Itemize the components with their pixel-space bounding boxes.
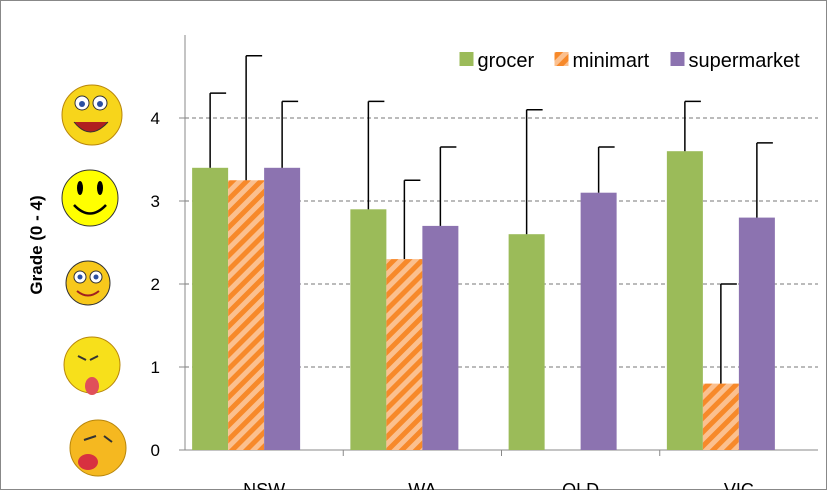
legend-label: grocer bbox=[478, 50, 535, 72]
bar bbox=[386, 259, 423, 450]
legend-swatch bbox=[459, 52, 474, 66]
bar bbox=[738, 217, 775, 450]
x-tick-label: WA bbox=[408, 480, 436, 490]
bar bbox=[508, 234, 545, 450]
legend-swatch bbox=[670, 52, 685, 66]
legend-swatch bbox=[554, 52, 569, 66]
legend-label: minimart bbox=[573, 50, 650, 72]
y-axis-label: Grade (0 - 4) bbox=[27, 195, 46, 294]
bar bbox=[350, 209, 387, 450]
bar bbox=[702, 383, 739, 450]
y-tick-label: 0 bbox=[151, 441, 160, 460]
y-tick-label: 2 bbox=[151, 275, 160, 294]
x-tick-label: NSW bbox=[243, 480, 285, 490]
y-tick-label: 4 bbox=[151, 109, 160, 128]
bar bbox=[580, 192, 617, 450]
bar bbox=[192, 167, 229, 451]
emoji-faces bbox=[61, 84, 127, 477]
legend-label: supermarket bbox=[689, 50, 801, 72]
bar bbox=[228, 180, 265, 450]
x-tick-label: VIC bbox=[724, 480, 754, 490]
bar bbox=[422, 225, 459, 450]
y-tick-label: 3 bbox=[151, 192, 160, 211]
y-tick-label: 1 bbox=[151, 358, 160, 377]
x-tick-label: QLD bbox=[562, 480, 599, 490]
bar bbox=[666, 151, 703, 450]
bar bbox=[264, 167, 301, 451]
